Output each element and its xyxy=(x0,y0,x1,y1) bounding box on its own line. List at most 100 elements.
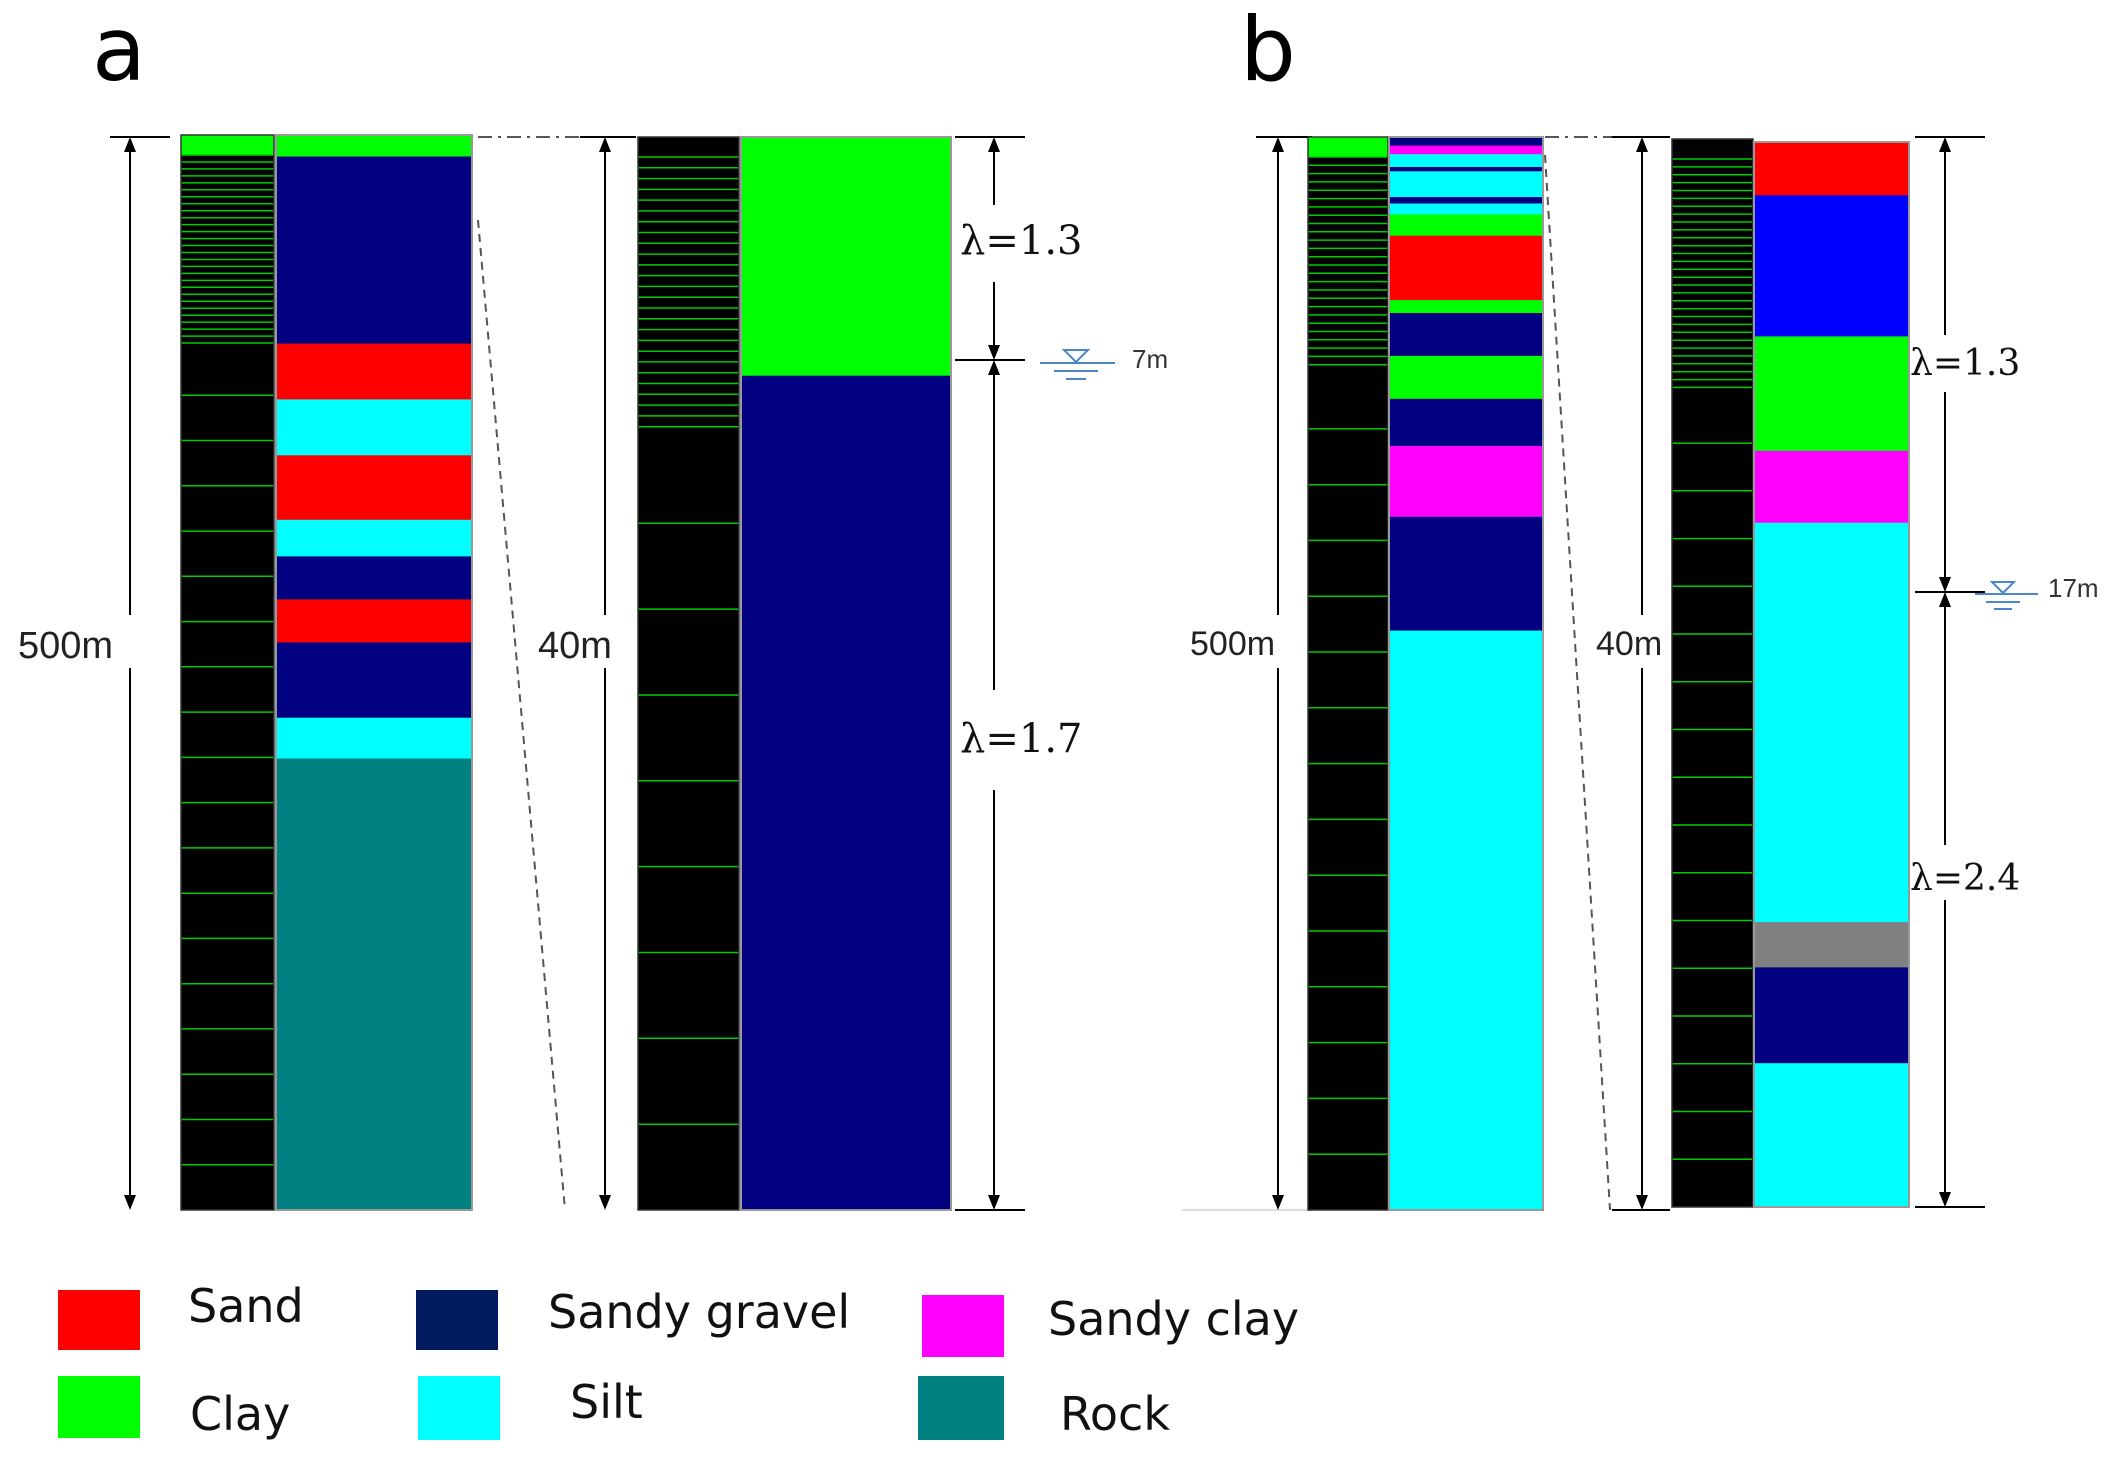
soil-layer-sandy-gravel xyxy=(1389,197,1543,204)
soil-layer-silt xyxy=(1389,171,1543,198)
soil-layer-gray-layer xyxy=(1754,922,1909,968)
panel-b-full-depth-dimension: 500m xyxy=(1182,136,1312,1211)
legend-label-silt: Silt xyxy=(570,1375,643,1429)
soil-layer-sand xyxy=(276,455,472,521)
mesh-border xyxy=(180,134,275,1211)
soil-layer-clay xyxy=(1389,355,1543,400)
panel-a-full-mesh-column xyxy=(180,134,275,1211)
soil-column-border xyxy=(275,134,473,1211)
panel-a-zoom-depth-dimension: 40m xyxy=(538,136,636,1210)
mesh-background xyxy=(1308,137,1388,1210)
panel-a-lambda-upper: λ=1.3 xyxy=(960,218,1082,264)
soil-layer-silt xyxy=(1754,1063,1909,1208)
legend-swatch-sandy-gravel xyxy=(416,1290,498,1350)
panel-b-water-level: 17m xyxy=(1975,573,2099,610)
panel-b: b 500m 40m xyxy=(1182,0,2099,1211)
legend-label-sand: Sand xyxy=(188,1279,304,1333)
soil-layer-sand xyxy=(1754,142,1909,196)
mesh-top-cap xyxy=(181,135,274,155)
soil-layer-clay xyxy=(1389,300,1543,314)
soil-layer-silt xyxy=(1389,630,1543,1211)
panel-b-lambda-dimension: λ=1.3 λ=2.4 xyxy=(1910,136,2020,1208)
panel-a-zoom-connector xyxy=(477,136,630,1211)
legend-item-sandy-clay: Sandy clay xyxy=(922,1292,1299,1357)
soil-layer-sandy-gravel xyxy=(1389,167,1543,172)
legend: Sand Clay Sandy gravel Silt Sandy clay R… xyxy=(58,1279,1299,1441)
water-table-icon xyxy=(1061,349,1091,364)
mesh-background xyxy=(1672,139,1753,1207)
soil-layer-silt xyxy=(276,399,472,456)
legend-label-clay: Clay xyxy=(190,1387,290,1441)
soil-layer-sand xyxy=(276,343,472,400)
soil-layer-sandy-gravel xyxy=(1389,398,1543,447)
panel-b-label: b xyxy=(1240,0,1296,101)
panel-b-zoom-mesh-column xyxy=(1671,138,1754,1208)
panel-b-full-depth-label: 500m xyxy=(1190,625,1275,663)
soil-layer-silt xyxy=(1389,203,1543,215)
legend-label-sandy-gravel: Sandy gravel xyxy=(548,1285,850,1339)
soil-layer-silt xyxy=(276,717,472,759)
soil-layer-rock xyxy=(276,758,472,1211)
panel-a-full-depth-label: 500m xyxy=(18,625,113,667)
soil-layer-sandy-gravel xyxy=(741,375,951,1211)
soil-layer-silt xyxy=(276,519,472,557)
legend-swatch-rock xyxy=(918,1376,1004,1440)
panel-b-full-mesh-column xyxy=(1307,136,1389,1211)
legend-item-clay: Clay xyxy=(58,1376,290,1441)
mesh-background xyxy=(638,137,739,1210)
soil-layer-sand xyxy=(276,599,472,643)
soil-layer-sandy-clay xyxy=(1754,450,1909,524)
panel-a-lambda-lower: λ=1.7 xyxy=(960,716,1082,762)
panel-b-full-soil-column xyxy=(1388,136,1544,1211)
soil-layer-sandy-gravel xyxy=(1389,313,1543,357)
soil-layer-sandy-gravel xyxy=(1389,516,1543,631)
panel-a-lambda-dimension: λ=1.3 λ=1.7 xyxy=(955,136,1082,1211)
legend-label-sandy-clay: Sandy clay xyxy=(1048,1292,1299,1346)
panel-a-water-level: 7m xyxy=(1040,344,1168,380)
legend-swatch-silt xyxy=(418,1376,500,1440)
panel-a-label: a xyxy=(92,0,146,101)
soil-layer-blue-layer xyxy=(1754,195,1909,337)
soil-layer-sandy-gravel xyxy=(1754,967,1909,1064)
panel-a-full-depth-dimension: 500m xyxy=(18,136,170,1210)
panel-a-water-level-label: 7m xyxy=(1132,344,1168,374)
soil-layer-sandy-gravel xyxy=(276,556,472,600)
panel-a-zoom-depth-label: 40m xyxy=(538,625,612,667)
mesh-background xyxy=(181,135,274,1210)
panel-a-zoom-soil-column xyxy=(740,136,952,1211)
legend-label-rock: Rock xyxy=(1060,1387,1170,1441)
panel-b-lambda-lower: λ=2.4 xyxy=(1910,858,2020,899)
soil-layer-sandy-gravel xyxy=(1389,137,1543,147)
panel-a-full-soil-column xyxy=(275,134,473,1211)
legend-swatch-sandy-clay xyxy=(922,1295,1004,1357)
soil-layer-silt xyxy=(1754,522,1909,923)
water-table-icon xyxy=(1989,581,2017,595)
legend-swatch-sand xyxy=(58,1290,140,1350)
soil-layer-clay xyxy=(1754,336,1909,452)
soil-column-border xyxy=(1753,141,1910,1208)
soil-layer-sandy-clay xyxy=(1389,145,1543,155)
soil-layer-silt xyxy=(1389,154,1543,168)
soil-layer-clay xyxy=(1389,214,1543,237)
panel-b-zoom-depth-label: 40m xyxy=(1596,625,1662,663)
soil-layer-sandy-clay xyxy=(1389,446,1543,518)
soil-column-border xyxy=(740,136,952,1211)
soil-layer-sand xyxy=(1389,235,1543,301)
soil-layer-sandy-gravel xyxy=(276,642,472,719)
panel-b-zoom-soil-column xyxy=(1753,141,1910,1208)
soil-column-border xyxy=(1388,136,1544,1211)
legend-item-sandy-gravel: Sandy gravel xyxy=(416,1285,850,1350)
soil-layer-sandy-gravel xyxy=(276,156,472,345)
mesh-top-cap xyxy=(1308,137,1388,157)
legend-item-silt: Silt xyxy=(418,1375,643,1440)
legend-item-sand: Sand xyxy=(58,1279,304,1350)
soil-layer-clay xyxy=(276,135,472,157)
panel-b-water-level-label: 17m xyxy=(2048,573,2099,603)
panel-b-lambda-upper: λ=1.3 xyxy=(1910,343,2020,384)
panel-a: a 500m 40m xyxy=(18,0,1168,1211)
legend-item-rock: Rock xyxy=(918,1376,1170,1441)
panel-b-zoom-connector xyxy=(1544,136,1668,1211)
panel-a-zoom-mesh-column xyxy=(637,136,740,1211)
panel-b-zoom-depth-dimension: 40m xyxy=(1596,136,1670,1211)
